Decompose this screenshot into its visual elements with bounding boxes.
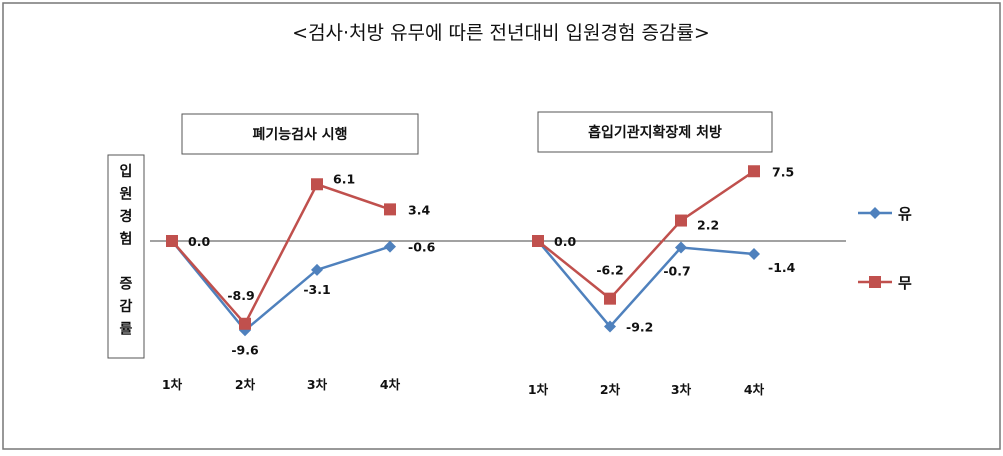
category-tick-layer: 1차 2차 3차 4차 1차 2차 3차 4차 [162, 377, 765, 397]
y-axis-label-char: 경 [120, 208, 133, 225]
category-tick-label: 4차 [380, 377, 401, 392]
category-tick-label: 2차 [235, 377, 256, 392]
data-label: 0.0 [188, 234, 210, 249]
data-label: 3.4 [408, 202, 430, 217]
data-label: 7.5 [772, 164, 794, 179]
data-label: 0.0 [554, 234, 576, 249]
data-point-mu [166, 235, 178, 247]
data-label: -0.6 [408, 240, 436, 255]
y-axis-label-char: 원 [120, 187, 133, 203]
data-point-mu [675, 214, 687, 227]
data-point-yu [604, 320, 616, 333]
data-label: -9.6 [231, 342, 259, 357]
category-tick-label: 3차 [307, 377, 328, 392]
series-line-2-mu [537, 170, 755, 301]
page-title: <검사·처방 유무에 따른 전년대비 입원경험 증감률> [292, 22, 710, 44]
legend: 유무 [858, 205, 912, 292]
data-point-mu [239, 317, 251, 330]
legend-label: 무 [898, 274, 912, 292]
data-label: -8.9 [227, 288, 254, 303]
legend-marker-diamond [869, 207, 881, 219]
y-axis-label-char: 률 [120, 321, 133, 338]
y-axis-label-box [107, 154, 145, 359]
series-line-1-yu [171, 240, 391, 333]
data-point-mu [748, 165, 760, 178]
legend-marker-square [869, 276, 881, 288]
panel-2-title-box [537, 111, 773, 153]
y-axis-label-char: 증 [120, 277, 133, 293]
data-label: 2.2 [697, 218, 719, 233]
data-point-yu [748, 248, 760, 261]
data-label: -6.2 [596, 263, 623, 278]
y-axis-label-char: 험 [120, 231, 133, 248]
data-point-mu [604, 292, 616, 305]
y-axis-label-char: 입 [120, 164, 133, 180]
data-point-mu [384, 203, 396, 216]
y-axis-label-char: 감 [120, 298, 133, 315]
legend-label: 유 [898, 205, 912, 223]
data-point-mu [311, 178, 323, 191]
data-label-layer: -9.6 -3.1 -0.6 0.0 -8.9 6.1 3.4 -9.2 -0.7 -1.4 0.0… [188, 164, 796, 357]
data-point-yu [311, 263, 323, 276]
category-tick-label: 2차 [600, 382, 621, 397]
data-label: -0.7 [663, 264, 690, 279]
series-layer [166, 165, 760, 337]
category-tick-label: 3차 [671, 382, 692, 397]
data-point-yu [384, 240, 396, 253]
panel-1-title-box [181, 113, 419, 155]
panel-2-title: 흡입기관지확장제 처방 [588, 124, 722, 141]
category-tick-label: 4차 [744, 382, 765, 397]
outer-border [2, 2, 1001, 450]
data-point-yu [675, 241, 687, 254]
category-tick-label: 1차 [528, 382, 549, 397]
data-label: -9.2 [626, 320, 653, 335]
data-label: -3.1 [303, 282, 330, 297]
data-point-mu [532, 235, 544, 247]
panel-1-title: 폐기능검사 시행 [252, 126, 347, 143]
series-line-2-yu [537, 240, 755, 329]
data-label: -1.4 [768, 260, 796, 275]
category-tick-label: 1차 [162, 377, 183, 392]
series-line-1-mu [171, 182, 391, 326]
data-label: 6.1 [333, 171, 355, 186]
